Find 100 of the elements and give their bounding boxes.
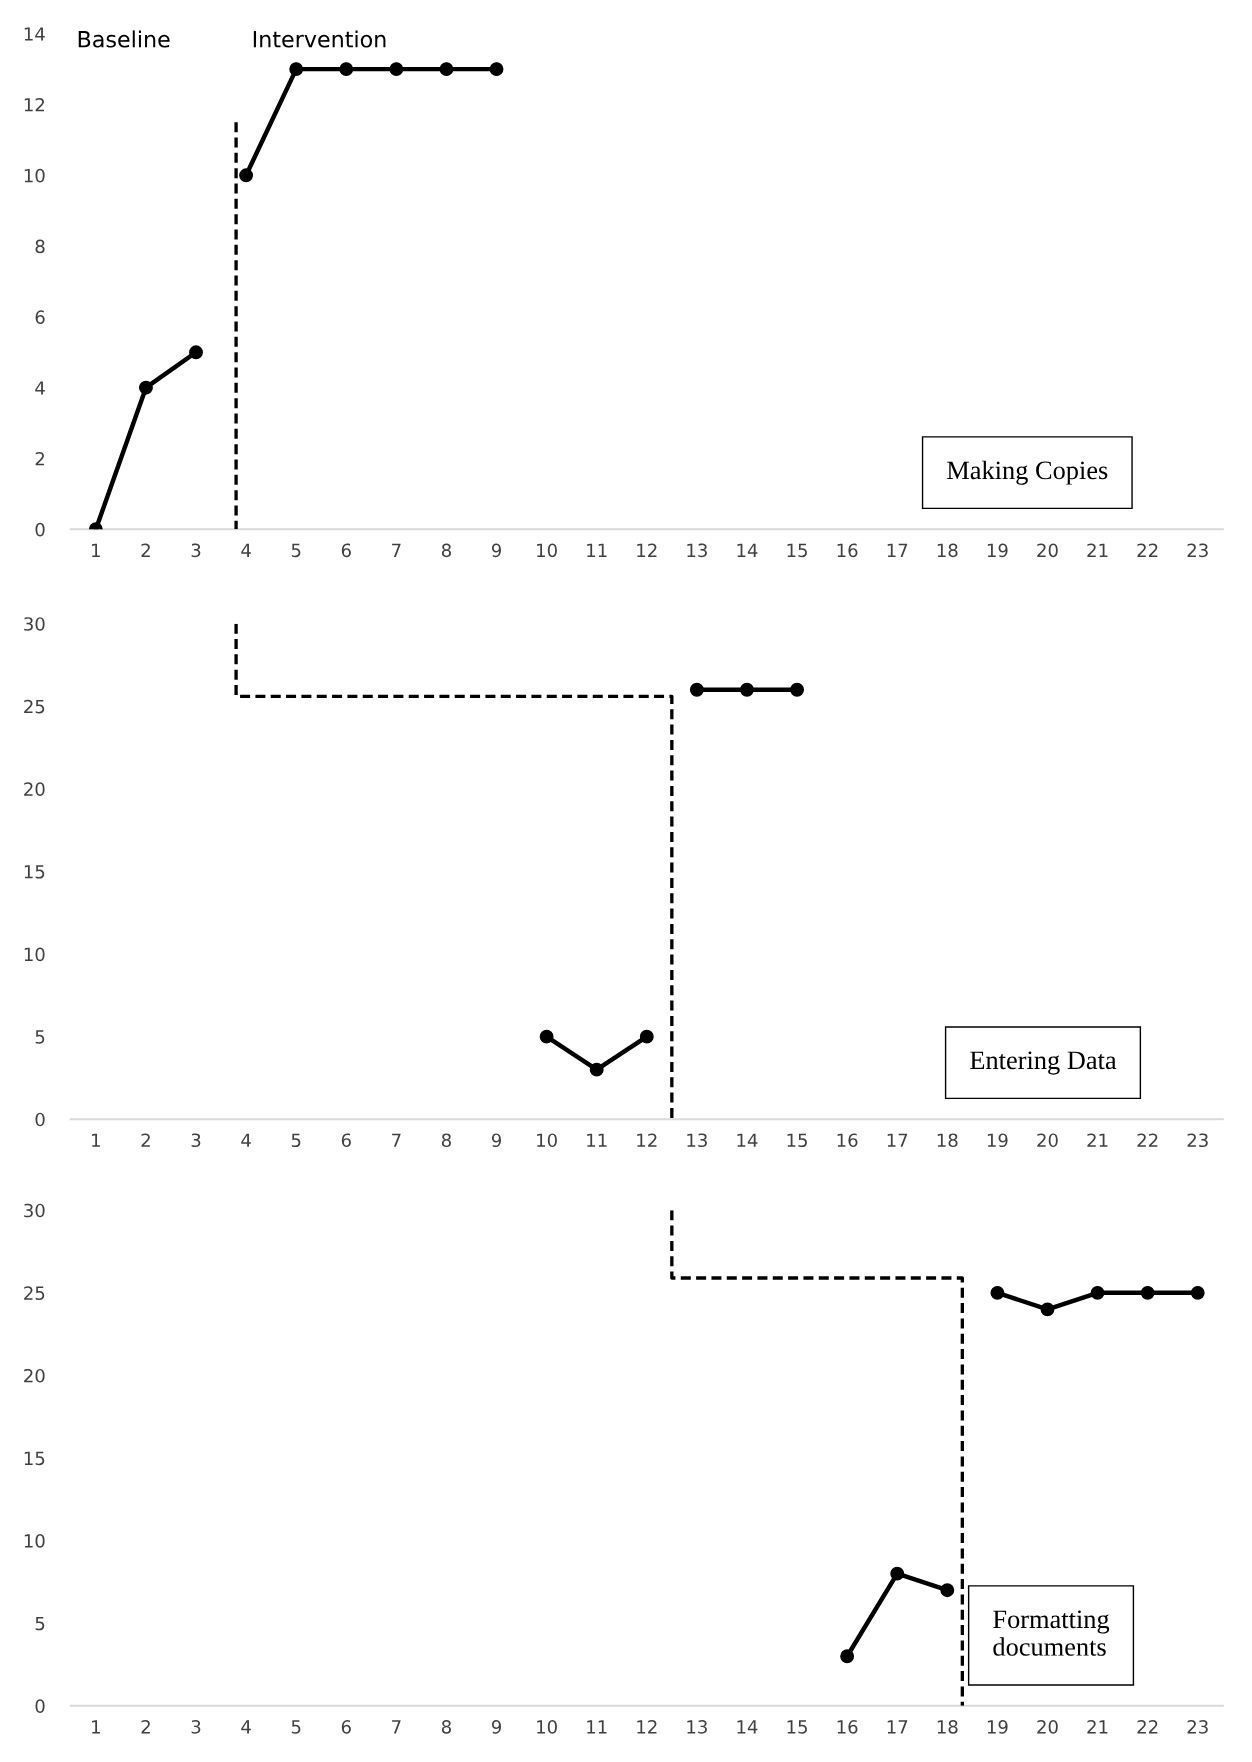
point	[740, 682, 754, 697]
x-tick-label: 19	[987, 1133, 1008, 1148]
x-tick-label: 15	[787, 543, 807, 558]
x-tick-label: 5	[291, 543, 301, 558]
point	[1140, 1285, 1155, 1300]
y-tick-label: 20	[24, 1368, 45, 1383]
y-tick-label: 20	[24, 782, 45, 796]
x-tick-label: 9	[491, 543, 502, 558]
y-tick-label: 5	[35, 1616, 45, 1631]
x-tick-label: 20	[1037, 1720, 1058, 1734]
x-tick-label: 3	[191, 1133, 201, 1148]
point	[589, 1062, 604, 1077]
x-tick-label: 15	[787, 1133, 807, 1148]
x-tick-label: 23	[1187, 1133, 1208, 1148]
x-tick-label: 2	[141, 1720, 150, 1734]
x-tick-label: 19	[987, 543, 1008, 558]
x-tick-label: 3	[191, 1720, 201, 1734]
y-tick-label: 5	[35, 1030, 45, 1044]
x-tick-label: 6	[341, 1720, 351, 1734]
point	[339, 62, 354, 77]
x-tick-label: 21	[1087, 1133, 1108, 1147]
x-tick-label: 5	[291, 1133, 301, 1148]
x-tick-label: 16	[837, 1720, 858, 1734]
y-tick-label: 15	[24, 1451, 45, 1466]
y-tick-label: 12	[24, 97, 44, 112]
point	[1190, 1285, 1205, 1300]
x-tick-label: 20	[1037, 1133, 1058, 1148]
x-tick-label: 8	[441, 1133, 451, 1148]
y-tick-label: 14	[24, 27, 45, 41]
x-tick-label: 16	[837, 543, 858, 558]
point	[1040, 1302, 1055, 1317]
point	[489, 62, 504, 77]
x-tick-label: 9	[491, 1133, 502, 1148]
x-tick-label: 12	[637, 543, 657, 557]
y-tick-label: 30	[24, 1203, 45, 1218]
annotation: Entering Data	[970, 1051, 1117, 1075]
y-tick-label: 30	[24, 617, 45, 631]
point	[790, 682, 804, 697]
x-tick-label: 12	[637, 1720, 657, 1734]
x-tick-label: 18	[937, 543, 958, 558]
x-tick-label: 10	[537, 543, 557, 558]
y-tick-label: 25	[24, 1286, 45, 1300]
annotation: Formatting documents	[993, 1610, 1110, 1656]
x-tick-label: 4	[241, 1133, 251, 1147]
x-tick-label: 16	[837, 1133, 858, 1148]
y-tick-label: 2	[35, 451, 44, 466]
y-tick-label: 8	[35, 239, 45, 254]
x-tick-label: 15	[787, 1720, 807, 1734]
annotation: Making Copies	[947, 460, 1108, 485]
x-tick-label: 4	[241, 543, 251, 557]
point	[239, 168, 254, 183]
x-tick-label: 11	[587, 543, 607, 557]
x-tick-label: 2	[141, 543, 150, 557]
x-tick-label: 12	[637, 1133, 657, 1147]
point	[289, 62, 304, 77]
x-tick-label: 17	[887, 1133, 908, 1147]
x-tick-label: 17	[887, 543, 908, 557]
x-tick-label: 13	[687, 1133, 707, 1148]
x-tick-label: 23	[1187, 543, 1208, 558]
y-tick-label: 6	[35, 310, 45, 325]
y-tick-label: 0	[35, 1699, 45, 1713]
x-tick-label: 20	[1037, 543, 1058, 558]
y-tick-label: 15	[24, 865, 45, 879]
x-tick-label: 7	[392, 543, 401, 557]
x-tick-label: 6	[341, 543, 351, 558]
x-tick-label: 14	[737, 1133, 758, 1147]
y-tick-label: 0	[35, 1112, 45, 1127]
point	[940, 1583, 955, 1598]
x-tick-label: 7	[392, 1720, 401, 1734]
x-tick-label: 23	[1187, 1720, 1208, 1734]
x-tick-label: 7	[392, 1133, 401, 1147]
x-tick-label: 3	[191, 543, 201, 558]
x-tick-label: 11	[587, 1720, 607, 1734]
y-tick-label: 4	[35, 381, 45, 395]
point	[689, 682, 704, 697]
x-tick-label: 8	[441, 1720, 451, 1734]
x-tick-label: 5	[291, 1720, 301, 1734]
point	[189, 345, 203, 360]
y-tick-label: 10	[24, 1534, 45, 1548]
x-tick-label: 22	[1137, 1720, 1158, 1734]
y-tick-label: 25	[24, 699, 45, 714]
x-tick-label: 21	[1087, 543, 1108, 557]
y-tick-label: 10	[24, 168, 45, 183]
x-tick-label: 10	[537, 1720, 557, 1734]
point	[1090, 1285, 1105, 1300]
point	[990, 1285, 1005, 1300]
point	[639, 1029, 654, 1044]
point	[890, 1566, 905, 1581]
x-tick-label: 13	[687, 1720, 707, 1734]
x-tick-label: 21	[1087, 1720, 1108, 1734]
x-tick-label: 18	[937, 1133, 958, 1148]
x-tick-label: 10	[537, 1133, 557, 1148]
x-tick-label: 22	[1137, 1133, 1158, 1147]
annotation: Baseline	[78, 30, 170, 48]
x-tick-label: 14	[737, 1720, 758, 1734]
x-tick-label: 8	[441, 543, 451, 558]
x-tick-label: 17	[887, 1720, 908, 1734]
y-tick-label: 10	[24, 947, 45, 962]
point	[539, 1029, 554, 1044]
x-tick-label: 22	[1137, 543, 1158, 557]
